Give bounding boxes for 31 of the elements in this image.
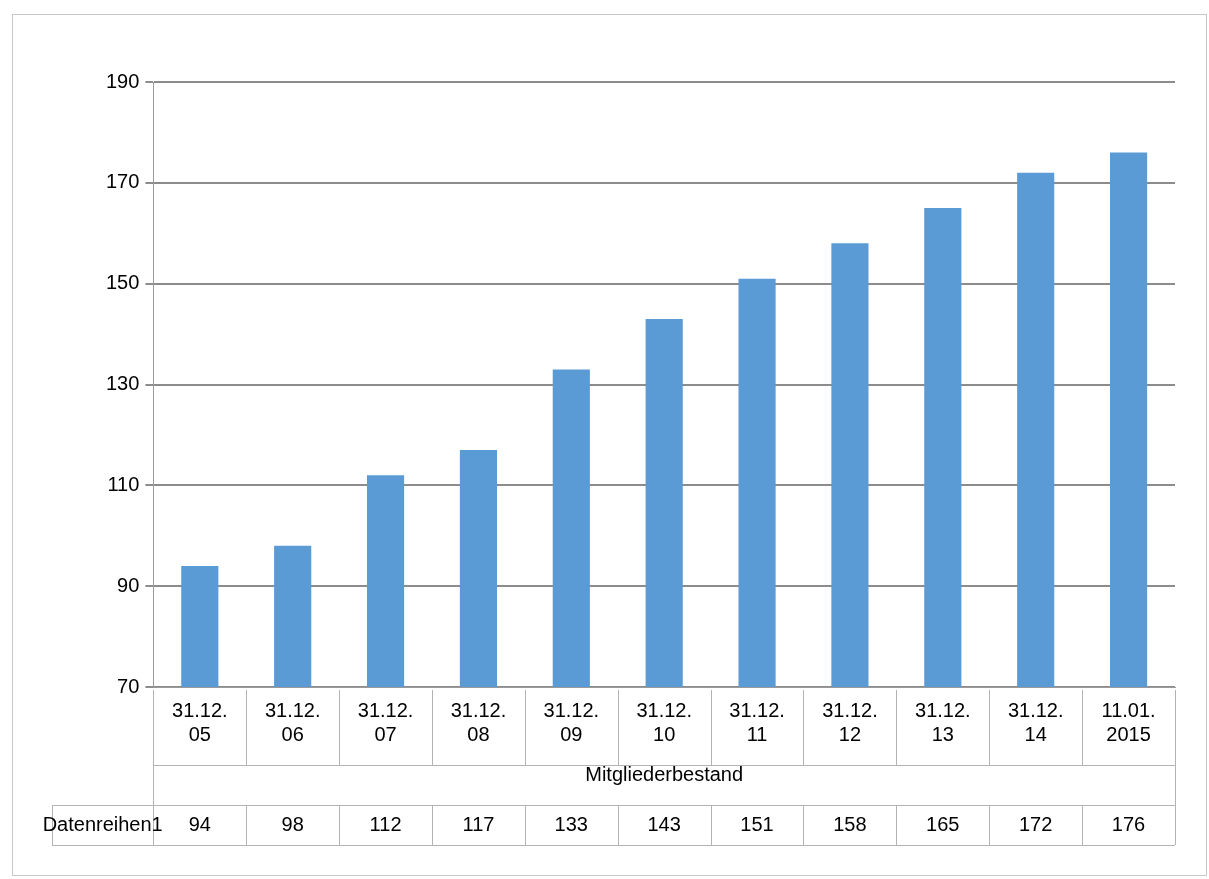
x-tick-label: 31.12. 06 — [264, 698, 321, 745]
data-label: 158 — [833, 812, 867, 835]
x-tick-label: 31.12. 13 — [915, 698, 971, 745]
data-label: 98 — [281, 812, 304, 835]
data-label: 94 — [188, 812, 211, 835]
y-tick-label: 110 — [107, 472, 140, 495]
x-tick-label: 11.01. 2015 — [1101, 698, 1156, 745]
x-tick-label: 31.12. 10 — [636, 698, 692, 745]
x-tick-label: 31.12. 08 — [450, 698, 507, 745]
data-label: 117 — [462, 812, 495, 835]
data-label: 133 — [554, 812, 588, 835]
data-label: 143 — [647, 812, 681, 835]
series-label: Datenreihen1 — [42, 812, 163, 835]
data-label: 176 — [1111, 812, 1146, 835]
data-label: 112 — [369, 812, 402, 835]
x-tick-label: 31.12. 12 — [822, 698, 878, 745]
x-tick-label: 31.12. 07 — [357, 698, 414, 745]
y-tick-label: 190 — [105, 69, 140, 92]
y-tick-label: 90 — [117, 573, 140, 596]
x-tick-label: 31.12. 09 — [543, 698, 600, 745]
data-label: 151 — [740, 812, 774, 835]
y-tick-label: 150 — [105, 271, 140, 294]
y-tick-label: 130 — [105, 372, 140, 395]
y-tick-label: 170 — [105, 170, 140, 193]
x-tick-label: 31.12. 14 — [1007, 698, 1064, 745]
x-tick-label: 31.12. 11 — [729, 698, 785, 745]
data-label: 172 — [1019, 812, 1053, 835]
data-label: 165 — [926, 812, 960, 835]
y-tick-label: 70 — [117, 674, 140, 697]
x-tick-label: 31.12. 05 — [172, 698, 228, 745]
x-axis-title: Mitgliederbestand — [585, 762, 744, 785]
